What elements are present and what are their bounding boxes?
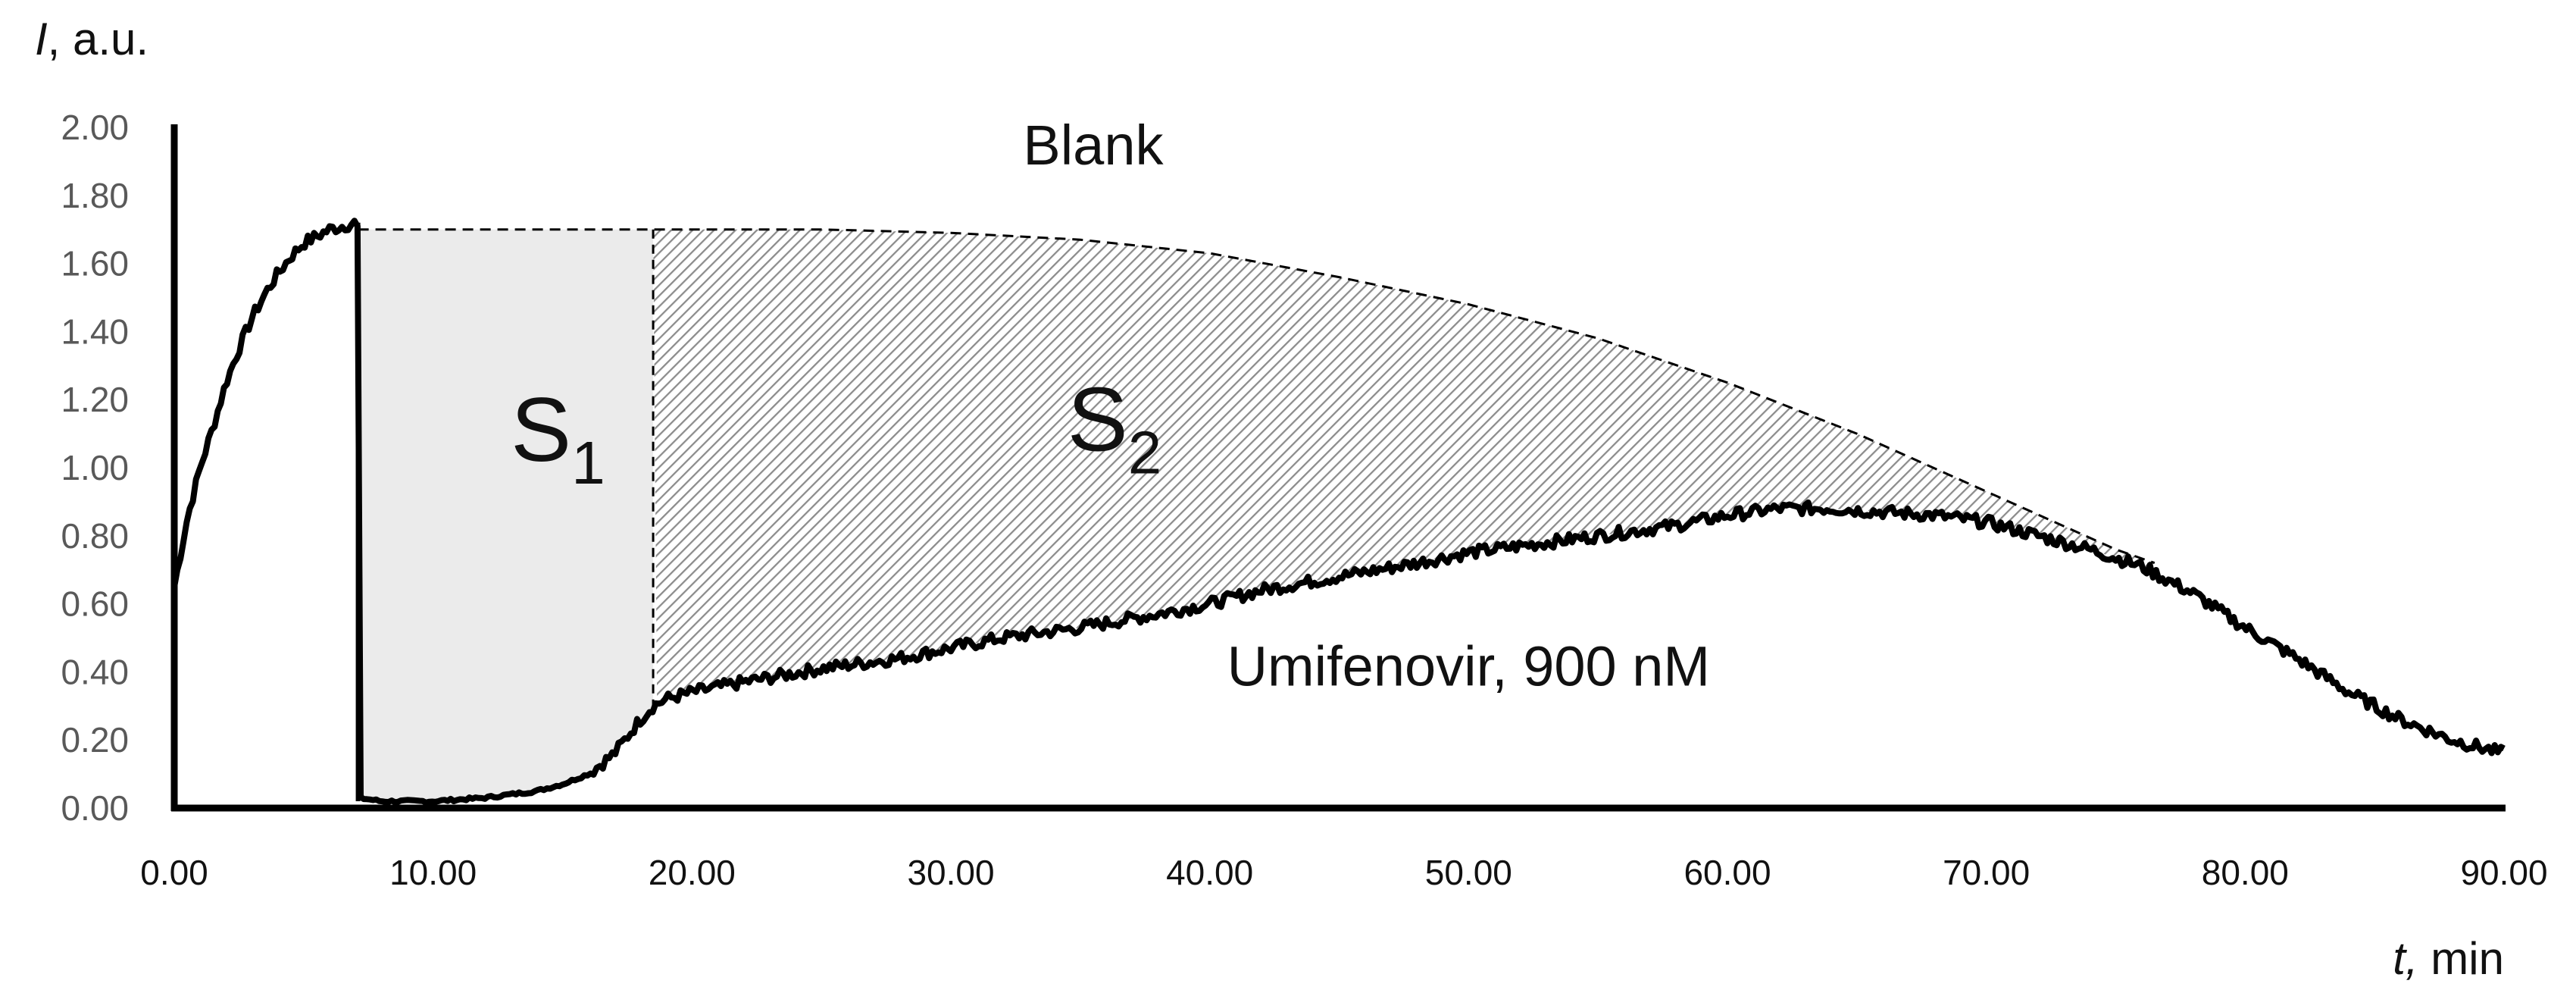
series-lines [171, 218, 2506, 806]
y-tick-label: 1.20 [61, 380, 129, 419]
y-tick-label: 0.20 [61, 720, 129, 760]
y-tick-label: 1.80 [61, 176, 129, 215]
shaded-regions [358, 229, 2155, 801]
y-tick-label: 0.40 [61, 652, 129, 691]
y-tick-label: 0.60 [61, 584, 129, 624]
x-tick-label: 90.00 [2460, 853, 2547, 892]
region-1 [358, 229, 654, 801]
y-axis-label: I, a.u. [35, 14, 148, 64]
x-tick-label: 40.00 [1166, 853, 1253, 892]
annotation-blank: Blank [1023, 114, 1164, 177]
x-tick-label: 0.00 [140, 853, 208, 892]
axes [170, 124, 2506, 812]
x-tick-label: 50.00 [1425, 853, 1512, 892]
x-axis-label: t, min [2393, 933, 2504, 984]
annotation-umifenovir: Umifenovir, 900 nM [1227, 634, 1711, 697]
x-tick-label: 80.00 [2202, 853, 2289, 892]
x-tick-label: 20.00 [649, 853, 736, 892]
y-tick-label: 1.40 [61, 312, 129, 351]
x-tick-label: 60.00 [1683, 853, 1771, 892]
x-tick-label: 30.00 [907, 853, 994, 892]
x-tick-label: 10.00 [389, 853, 477, 892]
x-tick-labels: 0.00 10.00 20.00 30.00 40.00 50.00 60.00 70.00 8… [140, 853, 2547, 892]
y-tick-label: 1.60 [61, 244, 129, 283]
y-tick-labels: 0.00 0.20 0.40 0.60 0.80 1.00 1.20 1.40 1.60 1.80… [61, 108, 129, 828]
y-tick-label: 2.00 [61, 108, 129, 147]
x-tick-label: 70.00 [1943, 853, 2030, 892]
region-2 [653, 229, 2155, 704]
series-line-blank [358, 228, 2156, 565]
y-tick-label: 1.00 [61, 448, 129, 487]
series-line-umifenovir [171, 218, 2506, 806]
region-label-s2: S2 [1068, 369, 1162, 487]
y-tick-label: 0.80 [61, 516, 129, 556]
region-label-s1: S1 [511, 379, 605, 496]
y-tick-label: 0.00 [61, 788, 129, 828]
